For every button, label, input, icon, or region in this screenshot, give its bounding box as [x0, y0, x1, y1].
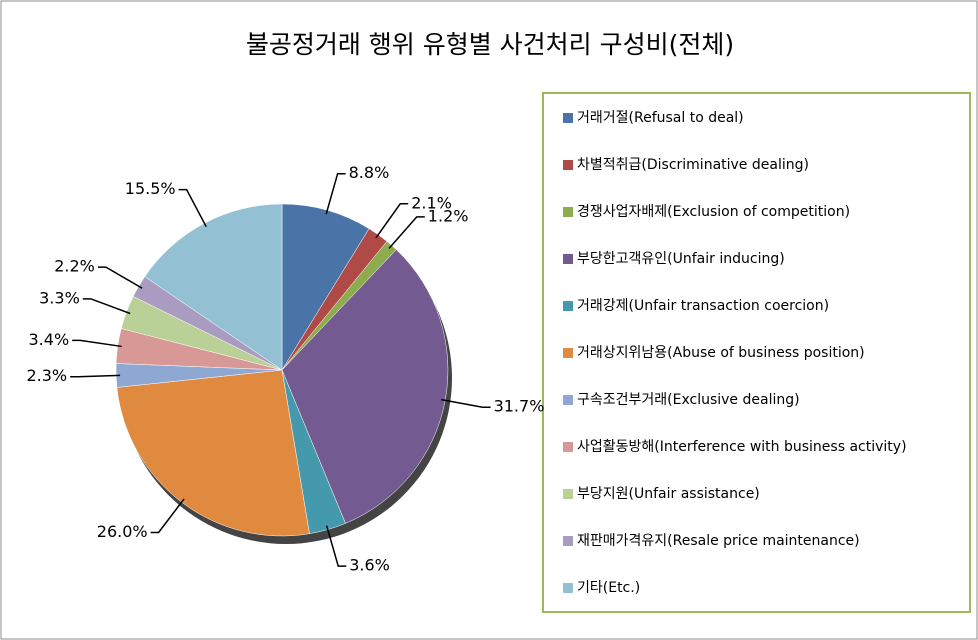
data-label: 3.6% [349, 556, 390, 575]
legend-swatch [563, 442, 573, 452]
leader-line [97, 266, 143, 289]
data-label: 15.5% [125, 179, 176, 198]
legend-label: 구속조건부거래(Exclusive dealing) [577, 392, 800, 408]
leader-line [82, 298, 131, 315]
legend-swatch [563, 489, 573, 499]
data-label: 31.7% [494, 397, 545, 416]
legend-swatch [563, 583, 573, 593]
data-label: 8.8% [349, 163, 390, 182]
legend-swatch [563, 160, 573, 170]
leader-line [325, 172, 346, 215]
data-label: 3.4% [29, 330, 70, 349]
data-label: 26.0% [97, 522, 148, 541]
chart-title: 불공정거래 행위 유형별 사건처리 구성비(전체) [246, 30, 734, 59]
legend-swatch [563, 536, 573, 546]
legend-label: 기타(Etc.) [577, 580, 640, 596]
legend-box [542, 92, 971, 613]
data-label: 2.1% [411, 193, 452, 212]
data-label: 3.3% [39, 288, 80, 307]
leader-line [178, 188, 207, 228]
leader-line [150, 498, 185, 534]
legend-label: 거래거절(Refusal to deal) [577, 110, 744, 126]
data-label: 2.2% [54, 257, 95, 276]
legend-label: 부당지원(Unfair assistance) [577, 486, 760, 502]
legend-swatch [563, 113, 573, 123]
data-label: 1.2% [428, 206, 469, 225]
leader-line [375, 203, 409, 239]
leader-line [70, 374, 121, 378]
legend-swatch [563, 395, 573, 405]
legend-label: 차별적취급(Discriminative dealing) [577, 157, 809, 173]
leader-line [325, 525, 347, 567]
legend-swatch [563, 348, 573, 358]
data-label: 2.3% [26, 366, 67, 385]
legend-label: 부당한고객유인(Unfair inducing) [577, 251, 785, 267]
legend-swatch [563, 301, 573, 311]
legend-label: 경쟁사업자배제(Exclusion of competition) [577, 204, 850, 220]
legend-label: 재판매가격유지(Resale price maintenance) [577, 533, 860, 549]
leader-line [388, 216, 425, 249]
legend-label: 사업활동방해(Interference with business activi… [577, 439, 907, 455]
leader-line [441, 398, 491, 408]
legend-label: 거래상지위남용(Abuse of business position) [577, 345, 865, 361]
leader-line [72, 339, 122, 348]
legend-label: 거래강제(Unfair transaction coercion) [577, 298, 829, 314]
legend-swatch [563, 254, 573, 264]
legend-swatch [563, 207, 573, 217]
